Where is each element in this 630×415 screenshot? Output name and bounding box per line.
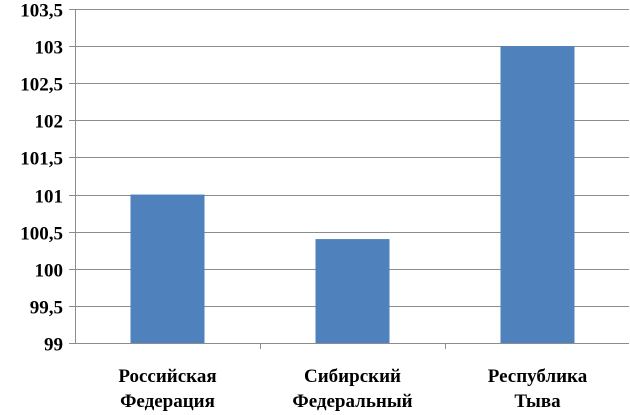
y-tick-label: 102,5 [20,75,63,96]
bars [130,46,575,343]
y-tick-label: 99 [44,335,63,356]
y-tick-label: 102 [35,112,64,133]
y-tick-label: 103,5 [20,1,63,22]
x-tick-labels: Российская Федерация Сибирский Федеральный Р… [118,366,587,412]
x-tick-label: Республика Тыва [488,366,588,412]
bar [315,239,390,343]
x-tick-label: Сибирский Федеральный [292,366,412,412]
bar [500,46,575,343]
y-tick-label: 101 [35,187,64,208]
y-tick-label: 101,5 [20,149,63,170]
y-tick-label: 99,5 [30,298,63,319]
axes [69,9,629,349]
y-tick-label: 100,5 [20,224,63,245]
x-tick-label: Российская Федерация [118,366,216,412]
y-tick-label: 100 [35,261,64,282]
y-tick-label: 103 [35,38,64,59]
bar [130,194,205,343]
y-tick-labels: 99 99,5 100 100,5 101 101,5 102 102,5 103 103,5 [20,1,63,356]
